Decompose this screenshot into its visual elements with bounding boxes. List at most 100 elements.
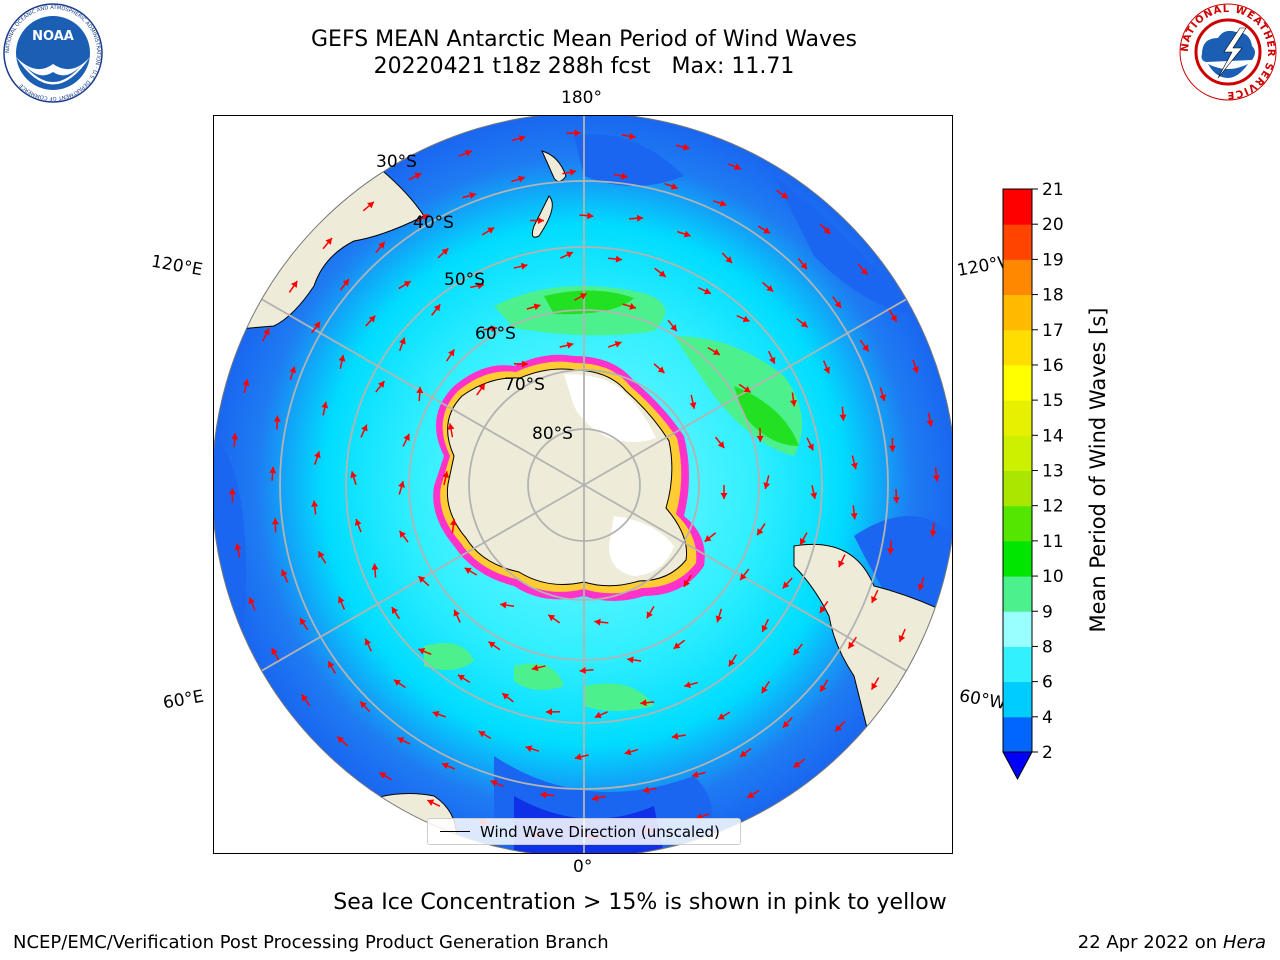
- high-period-zone: [584, 683, 654, 711]
- colorbar-tick-label: 2: [1042, 743, 1053, 763]
- wind-wave-arrow: [627, 656, 642, 664]
- wind-wave-arrow: [262, 328, 270, 342]
- wind-wave-arrow: [354, 518, 362, 533]
- graticule: [214, 116, 952, 853]
- nws-logo: NATIONAL WEATHER SERVICE: [1179, 3, 1277, 101]
- map-frame: [213, 115, 953, 854]
- wind-wave-arrow: [559, 341, 574, 349]
- wind-wave-arrow: [396, 737, 411, 745]
- wind-wave-arrow: [697, 286, 712, 295]
- map-legend: Wind Wave Direction (unscaled): [427, 818, 741, 845]
- wind-wave-arrow: [488, 641, 501, 651]
- colorbar-band: [1003, 189, 1032, 225]
- wind-wave-arrow: [398, 480, 405, 495]
- colorbar-tick-label: 13: [1042, 462, 1064, 482]
- wind-wave-arrow: [462, 192, 477, 199]
- colorbar-underflow-arrow: [1002, 751, 1033, 781]
- wind-wave-arrow: [545, 708, 560, 716]
- wind-wave-arrow: [591, 794, 606, 802]
- land-madagascar: [253, 764, 300, 807]
- wind-wave-arrow: [375, 241, 386, 254]
- colorbar-tick-label: 9: [1042, 602, 1053, 622]
- antarctic-ice-shelf: [564, 374, 656, 442]
- colorbar-band: [1003, 646, 1032, 683]
- high-period-zone: [734, 386, 799, 446]
- wind-wave-arrow: [327, 660, 336, 674]
- wind-wave-arrow: [926, 412, 934, 427]
- colorbar-tick-label: 8: [1042, 637, 1053, 657]
- wind-wave-arrow: [857, 263, 868, 276]
- wind-wave-arrow: [683, 574, 692, 588]
- wind-wave-arrow: [231, 433, 239, 448]
- wind-wave-arrow: [513, 262, 528, 270]
- wind-wave-arrow: [248, 597, 256, 611]
- wind-wave-arrow: [739, 568, 750, 581]
- wind-wave-arrow: [642, 786, 657, 794]
- wind-wave-arrow: [511, 135, 526, 142]
- wind-wave-arrow: [437, 247, 449, 259]
- footer-credit: NCEP/EMC/Verification Post Processing Pr…: [13, 932, 609, 953]
- wind-wave-arrow: [560, 251, 574, 259]
- lat-label-30s: 30°S: [376, 152, 417, 172]
- wind-wave-arrow: [500, 601, 515, 609]
- colorbar-tick-label: 12: [1042, 497, 1064, 517]
- wind-wave-arrow: [819, 600, 829, 614]
- colorbar-tick-label: 6: [1042, 673, 1053, 693]
- wind-wave-arrow: [721, 252, 733, 264]
- wind-wave-arrow: [822, 360, 830, 374]
- wind-wave-arrow: [314, 451, 321, 465]
- wind-wave-arrow: [792, 643, 803, 656]
- wind-wave-arrows: [228, 129, 940, 841]
- wind-wave-arrow: [402, 433, 410, 447]
- wind-wave-arrow: [408, 172, 422, 181]
- wind-wave-arrow: [738, 383, 752, 394]
- wind-wave-arrow: [338, 354, 346, 369]
- wind-wave-arrow: [912, 359, 919, 374]
- wind-wave-arrow: [317, 550, 327, 564]
- wind-wave-arrow: [579, 666, 594, 674]
- wind-wave-arrow: [799, 532, 808, 546]
- wind-wave-arrow: [736, 315, 750, 323]
- colorbar-band: [1003, 294, 1032, 331]
- wind-wave-arrow: [458, 149, 473, 157]
- wind-wave-arrow: [888, 309, 898, 323]
- wind-wave-arrow: [445, 349, 455, 362]
- colorbar-tick-label: 15: [1042, 391, 1064, 411]
- wind-wave-arrow: [566, 129, 581, 137]
- wind-wave-arrow: [879, 387, 887, 402]
- wind-wave-arrow: [442, 471, 450, 486]
- wind-wave-arrow: [393, 679, 406, 689]
- wind-wave-arrow: [762, 281, 774, 293]
- wind-wave-arrow: [594, 711, 608, 719]
- wind-wave-arrow: [300, 693, 311, 707]
- wind-wave-arrow: [832, 296, 842, 309]
- wind-wave-arrow: [898, 628, 906, 643]
- colorbar-tick-label: 18: [1042, 286, 1064, 306]
- wind-wave-arrow: [932, 467, 940, 482]
- wind-wave-arrow: [476, 383, 486, 396]
- wind-wave-arrow: [362, 201, 375, 212]
- wind-wave-arrow: [490, 780, 504, 788]
- wind-wave-arrow: [782, 716, 793, 729]
- wind-wave-arrow: [757, 225, 771, 234]
- wind-wave-arrow: [371, 563, 379, 578]
- wind-wave-arrow: [441, 762, 456, 770]
- wind-wave-arrow: [707, 346, 721, 356]
- colorbar-band: [1003, 611, 1032, 647]
- lat-label-60s: 60°S: [475, 324, 516, 344]
- lat-label-70s: 70°S: [504, 375, 545, 395]
- colorbar-tick-label: 16: [1042, 356, 1064, 376]
- wind-wave-arrow: [888, 437, 896, 452]
- wind-wave-arrow: [782, 577, 793, 589]
- lon-label-180: 180°: [561, 88, 602, 108]
- wind-wave-arrow: [299, 617, 309, 631]
- wind-wave-arrow: [776, 189, 789, 199]
- wind-wave-arrow: [547, 614, 561, 624]
- legend-label: Wind Wave Direction (unscaled): [480, 822, 720, 841]
- wind-wave-arrow: [653, 363, 666, 374]
- wind-wave-arrow: [432, 710, 446, 718]
- wind-wave-arrow: [478, 730, 492, 740]
- wind-wave-arrow: [929, 522, 937, 537]
- low-period-zone: [774, 176, 914, 316]
- colorbar: 2 4 6 8 9 10 11 12 13 14 15 16 17 18 19 20 21: [1002, 180, 1064, 781]
